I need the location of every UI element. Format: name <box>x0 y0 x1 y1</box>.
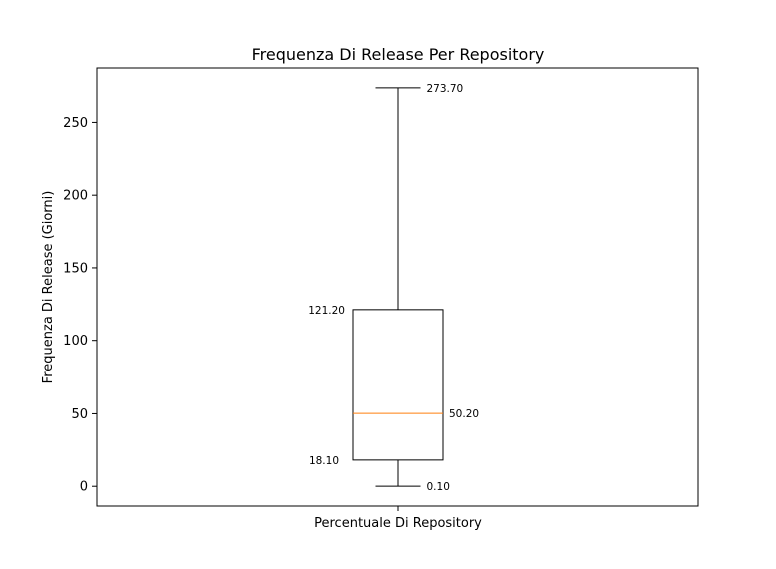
y-tick-label: 50 <box>71 407 88 422</box>
annotation-whisker-high: 273.70 <box>427 83 464 95</box>
chart-title: Frequenza Di Release Per Repository <box>252 45 545 64</box>
annotation-whisker-low: 0.10 <box>427 481 450 493</box>
value-annotations: 273.70 121.20 50.20 18.10 0.10 <box>308 83 479 493</box>
y-tick-label: 200 <box>63 189 88 204</box>
iqr-box <box>352 309 444 461</box>
y-tick-label: 250 <box>63 116 88 131</box>
annotation-q3: 121.20 <box>308 305 345 317</box>
box-plot <box>352 87 444 487</box>
y-axis-label: Frequenza Di Release (Giorni) <box>41 191 56 384</box>
y-tick-label: 150 <box>63 261 88 276</box>
annotation-median: 50.20 <box>449 408 479 420</box>
y-axis: 0 50 100 150 200 250 <box>63 116 97 495</box>
y-tick-label: 100 <box>63 334 88 349</box>
x-tick-label: Percentuale Di Repository <box>314 516 482 531</box>
annotation-q1: 18.10 <box>309 455 339 467</box>
y-tick-label: 0 <box>80 480 88 495</box>
